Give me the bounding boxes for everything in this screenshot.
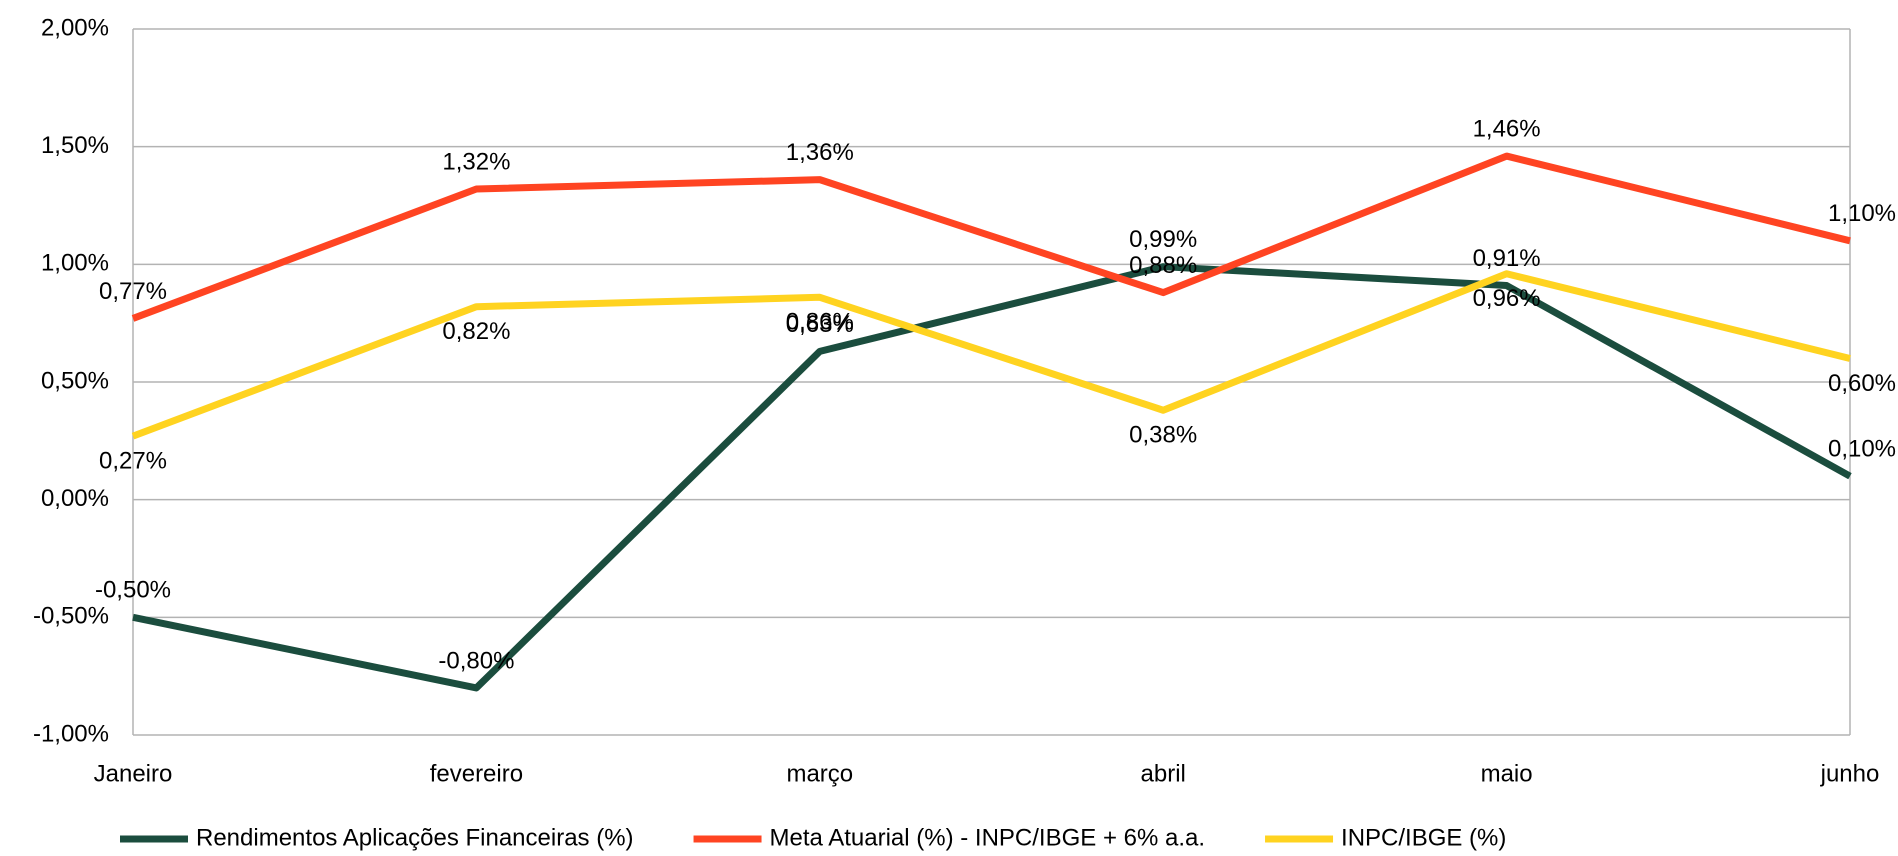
data-line — [131, 152, 1851, 322]
data-line — [132, 263, 1852, 692]
data-label: 0,91% — [1473, 245, 1541, 272]
data-label: 1,46% — [1473, 115, 1541, 142]
data-line — [131, 270, 1851, 440]
y-tick-label: 2,00% — [41, 14, 109, 41]
y-tick-label: 1,00% — [41, 250, 109, 277]
data-label: -0,80% — [438, 647, 514, 674]
y-tick-label: -1,00% — [33, 720, 109, 747]
y-tick-label: 0,00% — [41, 485, 109, 512]
legend-label: INPC/IBGE (%) — [1341, 824, 1506, 851]
data-label: 0,63% — [786, 311, 854, 338]
data-label: 0,88% — [1129, 252, 1197, 279]
x-tick-label: Janeiro — [94, 760, 173, 787]
x-tick-label: junho — [1820, 760, 1880, 787]
x-tick-label: março — [786, 760, 853, 787]
data-label: 0,27% — [99, 447, 167, 474]
data-label: -0,50% — [95, 577, 171, 604]
data-label: 0,86% — [786, 309, 854, 336]
y-tick-label: -0,50% — [33, 603, 109, 630]
x-tick-label: abril — [1141, 760, 1186, 787]
data-label: 0,99% — [1129, 226, 1197, 253]
legend-label: Meta Atuarial (%) - INPC/IBGE + 6% a.a. — [770, 824, 1206, 851]
data-label: 0,77% — [99, 278, 167, 305]
x-tick-label: fevereiro — [430, 760, 523, 787]
y-tick-label: 0,50% — [41, 367, 109, 394]
data-label: 0,60% — [1828, 370, 1896, 397]
x-tick-label: maio — [1481, 760, 1533, 787]
data-label: 0,38% — [1129, 422, 1197, 449]
data-label: 0,96% — [1473, 285, 1541, 312]
y-tick-label: 1,50% — [41, 132, 109, 159]
data-label: 0,82% — [442, 318, 510, 345]
legend-label: Rendimentos Aplicações Financeiras (%) — [196, 824, 634, 851]
data-label: 0,10% — [1828, 435, 1896, 462]
data-label: 1,32% — [442, 148, 510, 175]
data-label: 1,36% — [786, 139, 854, 166]
data-label: 1,10% — [1828, 200, 1896, 227]
